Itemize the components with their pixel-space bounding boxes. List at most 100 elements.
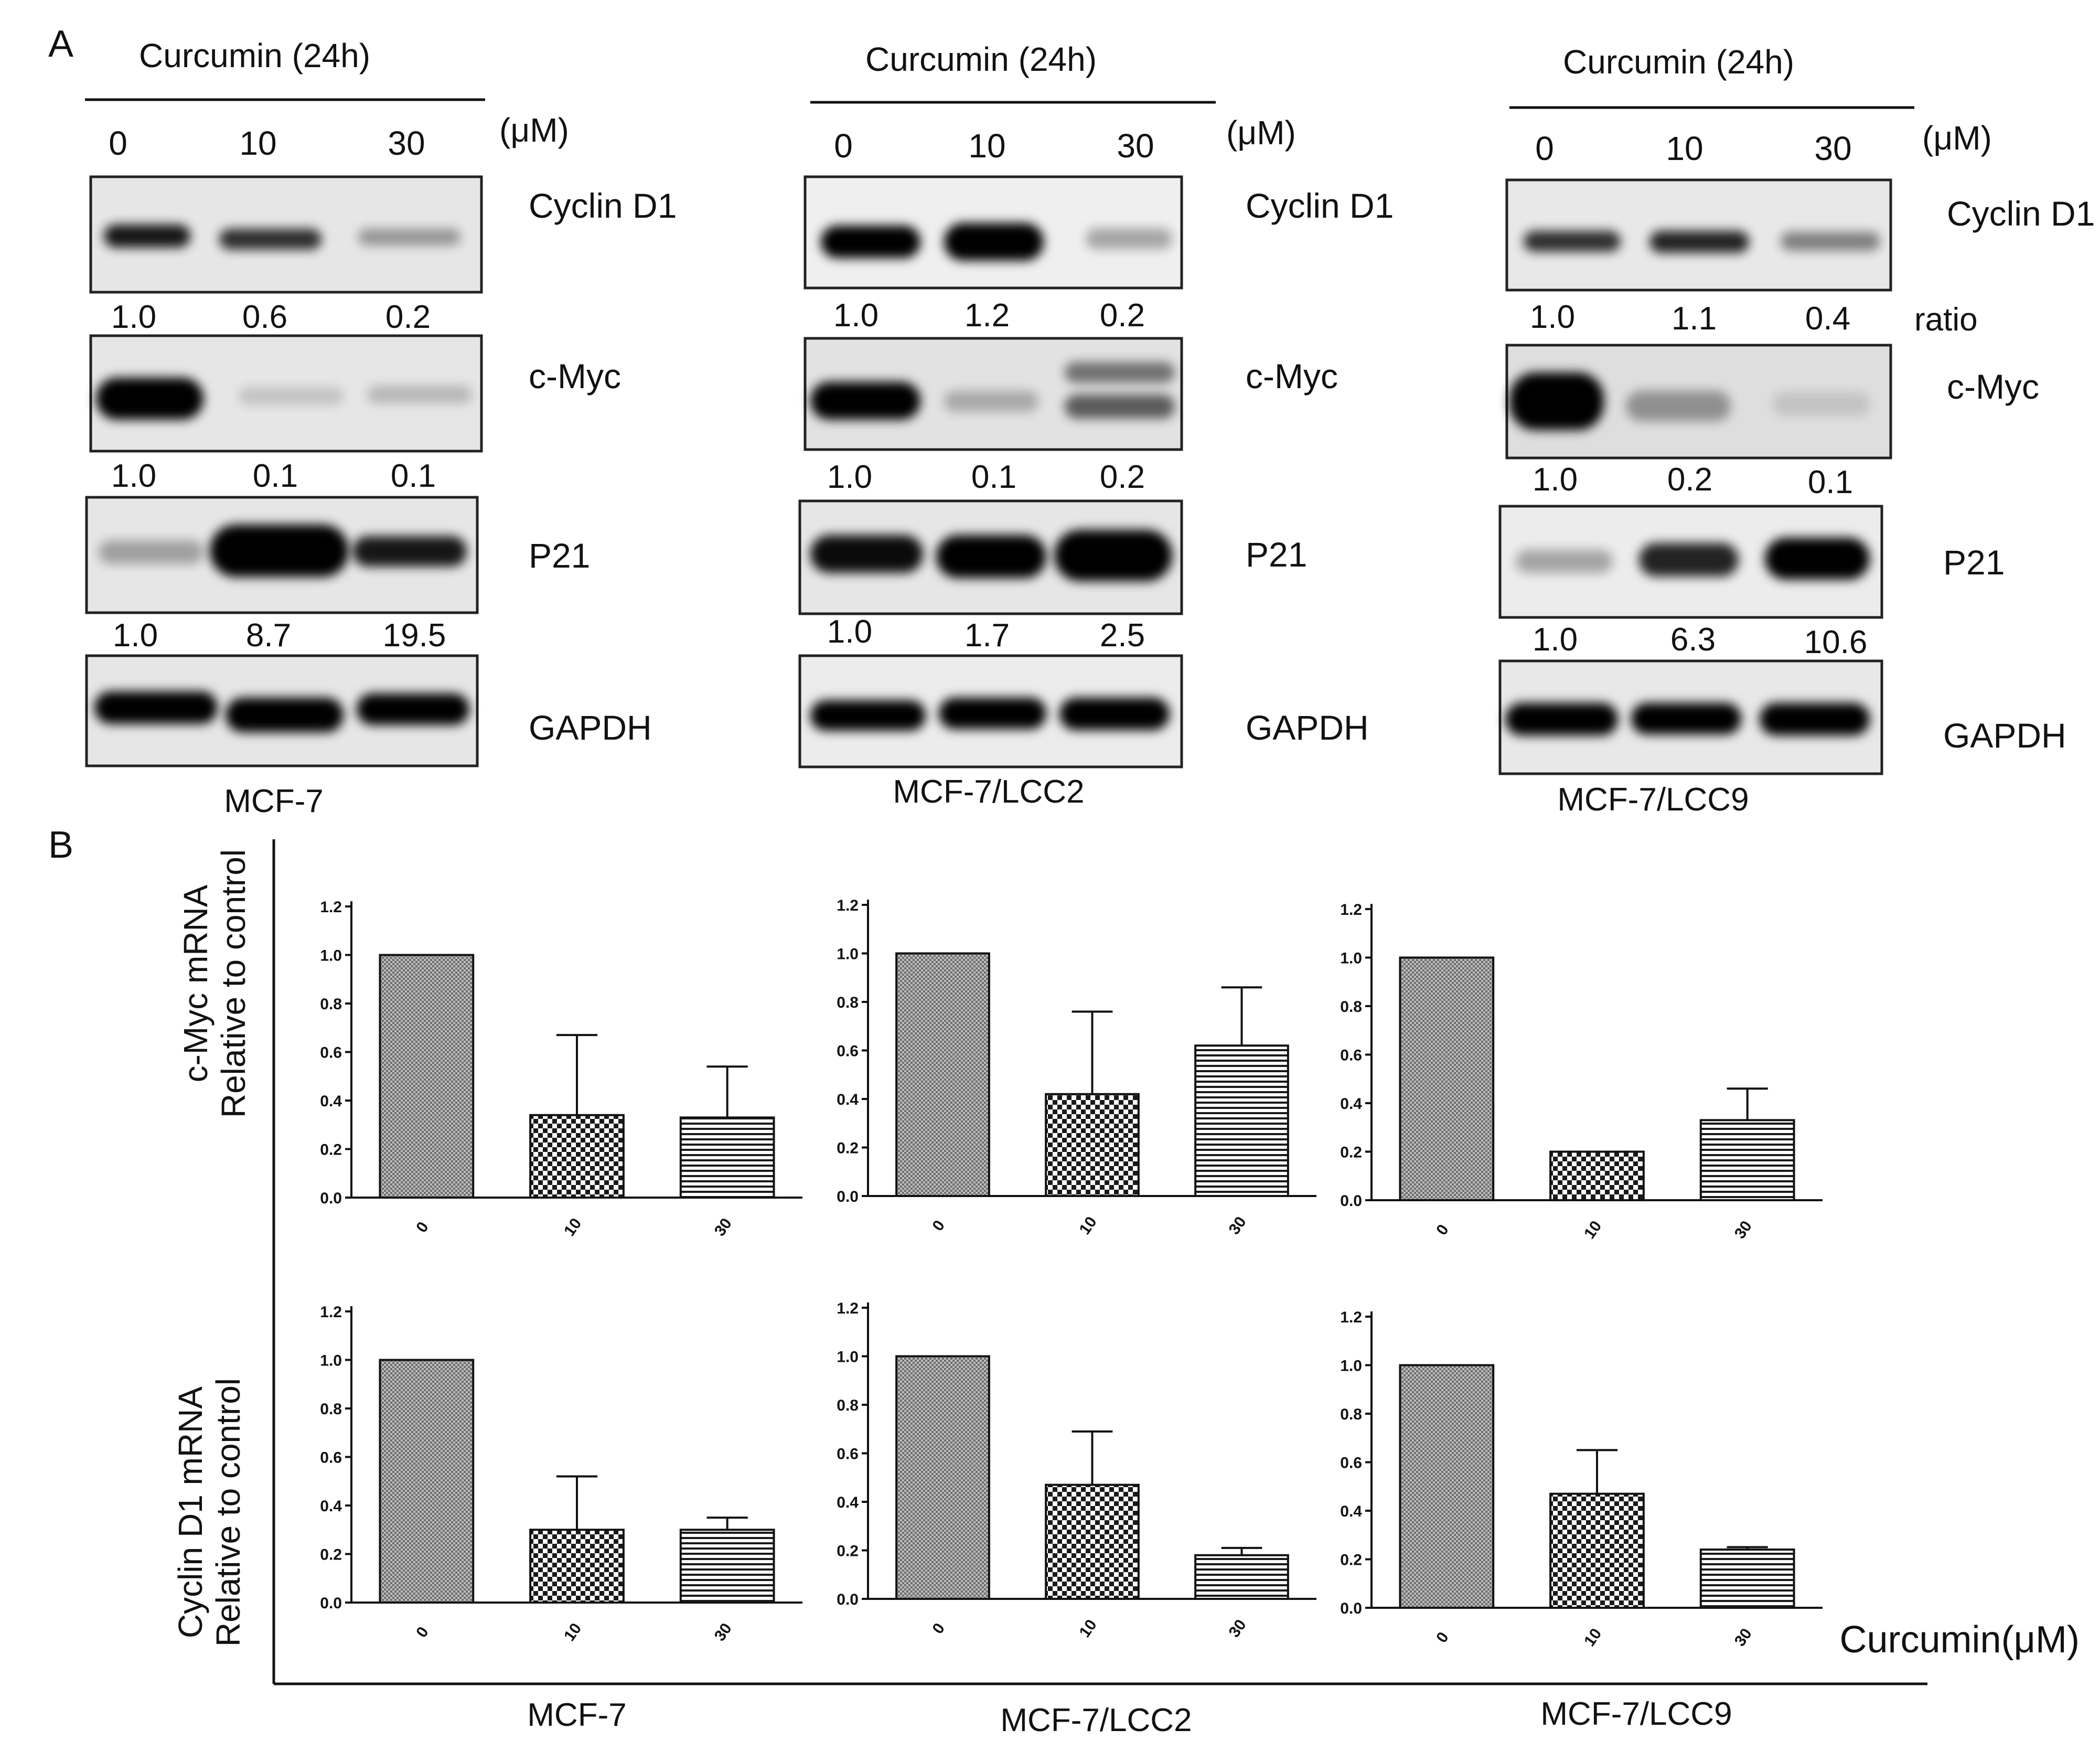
cell-line-label: MCF-7/LCC9 <box>1557 782 1749 818</box>
treatment-label: Curcumin (24h) <box>1563 43 1794 81</box>
band <box>1065 394 1175 419</box>
y-tick-label: 0.0 <box>1340 1192 1362 1210</box>
unit-label: (μM) <box>499 111 569 149</box>
band <box>226 698 344 732</box>
protein-label: Cyclin D1 <box>1246 186 1394 225</box>
dose-label: 10 <box>1666 130 1703 167</box>
bar <box>679 1529 775 1604</box>
band <box>944 223 1044 261</box>
ratio-value: 0.2 <box>1100 297 1145 334</box>
ratio-value: 1.0 <box>111 458 156 494</box>
unit-label: (μM) <box>1922 119 1992 157</box>
dose-label: 30 <box>1117 127 1154 165</box>
protein-label: c-Myc <box>529 357 621 396</box>
y-tick-label: 1.2 <box>320 1304 342 1321</box>
ratio-value: 10.6 <box>1804 624 1868 660</box>
x-tick-label: 10 <box>1581 1218 1605 1242</box>
bar-chart: 0.0 0.2 0.4 0.6 0.8 1.0 1.2 0 10 30 <box>837 897 1316 1238</box>
bar <box>1549 1150 1645 1201</box>
y-tick-label: 0.8 <box>837 1397 859 1414</box>
x-tick-label: 30 <box>1731 1218 1755 1242</box>
dose-label: 30 <box>388 124 425 162</box>
x-axis-title: Curcumin(μM) <box>1840 1619 2080 1661</box>
y-tick-label: 1.2 <box>1340 1309 1362 1326</box>
dose-label: 30 <box>1814 130 1851 167</box>
band <box>1524 231 1621 252</box>
ratio-value: 2.5 <box>1100 617 1145 654</box>
bar-charts: 0.00.20.40.60.81.01.20 10 300.00.20.40.60.… <box>320 897 1823 1650</box>
band <box>936 535 1046 578</box>
x-tick-label: 0 <box>929 1620 948 1637</box>
bar <box>1045 1483 1140 1600</box>
band <box>239 387 344 405</box>
y-tick-label: 0.4 <box>320 1498 342 1515</box>
band <box>352 536 467 567</box>
y-tick-label: 0.6 <box>837 1043 859 1060</box>
band <box>94 691 218 724</box>
band <box>1649 231 1749 253</box>
row-label-line: Relative to control <box>209 1378 247 1647</box>
protein-label: GAPDH <box>1943 716 2066 755</box>
y-tick-label: 0.2 <box>837 1543 859 1560</box>
y-tick-label: 0.2 <box>1340 1552 1362 1569</box>
x-tick-label: 10 <box>1076 1616 1100 1640</box>
y-tick-label: 0.4 <box>320 1093 342 1110</box>
dose-label: 10 <box>239 124 276 162</box>
ratio-value: 19.5 <box>383 617 446 654</box>
band <box>810 700 926 731</box>
band <box>1781 232 1880 251</box>
band <box>1505 703 1618 735</box>
y-tick-label: 1.0 <box>837 1349 859 1366</box>
ratio-value: 0.2 <box>1100 459 1145 495</box>
y-tick-label: 1.0 <box>837 946 859 963</box>
band <box>357 693 469 725</box>
y-tick-label: 0.2 <box>1340 1144 1362 1161</box>
ratio-value: 1.0 <box>111 299 156 335</box>
treatment-label: Curcumin (24h) <box>139 37 370 74</box>
bar-chart: 0.0 0.2 0.4 0.6 0.8 1.0 1.2 0 10 30 <box>1340 901 1823 1242</box>
ratio-value: 1.2 <box>965 297 1010 334</box>
band <box>1773 392 1870 415</box>
protein-label: c-Myc <box>1947 367 2039 406</box>
y-tick-label: 0.0 <box>1340 1600 1362 1617</box>
cell-line-label: MCF-7/LCC2 <box>893 774 1084 810</box>
band <box>358 229 460 245</box>
bar <box>895 1355 990 1600</box>
ratio-value: 0.1 <box>391 458 436 494</box>
band <box>1760 703 1870 735</box>
y-tick-label: 0.2 <box>320 1546 342 1564</box>
bar <box>679 1116 775 1199</box>
y-tick-label: 1.0 <box>320 1352 342 1370</box>
y-tick-label: 0.0 <box>837 1188 859 1205</box>
band <box>104 225 190 248</box>
ratio-value: 6.3 <box>1670 622 1716 658</box>
cell-line-label: MCF-7 <box>527 1697 626 1733</box>
y-tick-label: 0.4 <box>1340 1503 1362 1520</box>
bar <box>1045 1093 1140 1197</box>
band <box>1626 391 1731 421</box>
y-tick-label: 1.2 <box>837 1300 859 1317</box>
bar-chart: 0.0 0.2 0.4 0.6 0.8 1.0 1.2 0 10 30 <box>837 1300 1316 1641</box>
protein-label: c-Myc <box>1246 357 1338 396</box>
bar <box>1399 956 1495 1201</box>
band <box>1065 362 1175 383</box>
row-label-cyclin-d1: Cyclin D1 mRNA Relative to control <box>172 1378 247 1647</box>
bar <box>379 1359 475 1604</box>
bar <box>379 954 475 1199</box>
ratio-value: 1.0 <box>827 459 872 495</box>
x-tick-label: 0 <box>1433 1629 1452 1646</box>
band <box>1509 372 1604 430</box>
ratio-value: 0.1 <box>253 458 298 494</box>
blot-group-lcc9: Curcumin (24h) 0 10 30 (μM) Cyclin D1 1.… <box>1498 43 2095 818</box>
y-tick-label: 0.2 <box>320 1141 342 1159</box>
band <box>1639 543 1739 576</box>
band <box>96 378 203 420</box>
protein-label: P21 <box>529 536 590 575</box>
bar-chart: 0.0 0.2 0.4 0.6 0.8 1.0 1.2 0 10 30 <box>320 1304 802 1645</box>
band <box>821 226 920 258</box>
ratio-label: ratio <box>1914 302 1978 338</box>
band <box>944 391 1038 412</box>
x-tick-label: 10 <box>561 1620 585 1644</box>
bar <box>1399 1364 1495 1609</box>
band <box>810 382 920 420</box>
